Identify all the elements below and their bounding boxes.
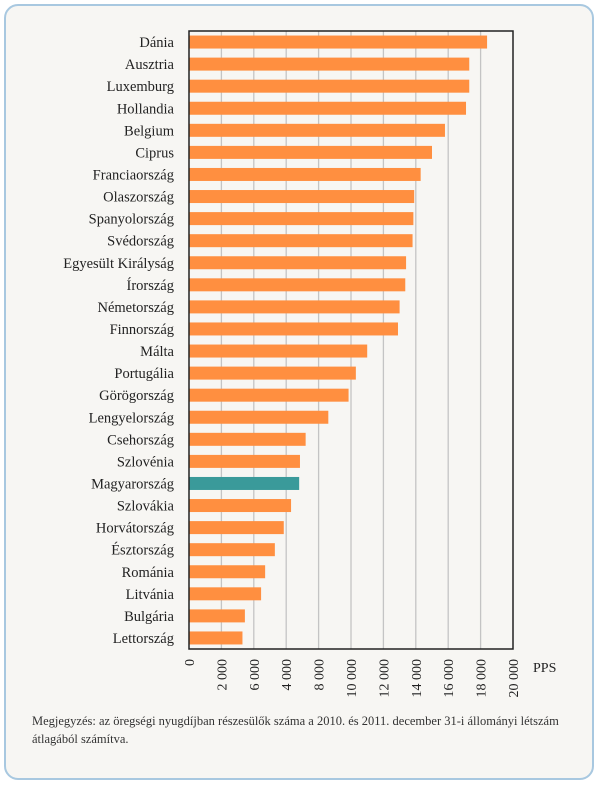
- bar-9: [189, 234, 413, 248]
- footnote: Megjegyzés: az öregségi nyugdíjban része…: [32, 714, 559, 746]
- category-label: Lettország: [113, 631, 174, 647]
- category-label: Finnország: [110, 322, 174, 338]
- category-label: Litvánia: [126, 587, 175, 603]
- bar-1: [189, 57, 470, 71]
- category-label: Ausztria: [125, 57, 175, 73]
- category-label: Olaszország: [103, 190, 174, 206]
- x-tick-label: 12 000: [377, 659, 392, 698]
- x-tick-label: 8 000: [313, 659, 328, 691]
- bar-2: [189, 79, 470, 93]
- bar-11: [189, 278, 406, 292]
- bar-3: [189, 101, 467, 115]
- bar-8: [189, 212, 414, 226]
- x-tick-label: 2 000: [215, 659, 230, 691]
- category-label: Svédország: [107, 234, 174, 250]
- category-label: Észtország: [111, 542, 174, 559]
- x-tick-label: 10 000: [345, 659, 360, 698]
- category-label: Portugália: [114, 366, 174, 382]
- category-label: Franciaország: [93, 167, 174, 183]
- bar-27: [189, 631, 243, 645]
- category-label: Dánia: [139, 35, 174, 51]
- category-label: Málta: [140, 344, 174, 360]
- bar-17: [189, 410, 329, 424]
- bar-0: [189, 35, 488, 49]
- category-label: Horvátország: [96, 521, 174, 537]
- category-label: Csehország: [107, 432, 174, 448]
- plot-border: [188, 30, 514, 650]
- x-tick-label: 18 000: [475, 659, 490, 698]
- bar-10: [189, 256, 407, 270]
- category-label: Spanyolország: [89, 212, 174, 228]
- category-label: Magyarország: [91, 476, 174, 492]
- category-label: Szlovénia: [117, 454, 175, 470]
- x-tick-label: 6 000: [248, 659, 263, 691]
- bar-23: [189, 543, 275, 557]
- x-tick-label: 20 000: [507, 659, 522, 698]
- category-label: Németország: [98, 300, 175, 316]
- category-label: Lengyelország: [89, 410, 174, 426]
- category-label: Egyesült Királyság: [63, 256, 174, 272]
- category-label: Szlovákia: [117, 499, 175, 515]
- x-tick-label: 16 000: [442, 659, 457, 698]
- bar-21: [189, 499, 292, 513]
- x-axis-label: PPS: [533, 661, 556, 676]
- category-label: Bulgária: [124, 609, 174, 625]
- x-tick-label: 0: [183, 659, 198, 666]
- category-label: Románia: [122, 565, 175, 581]
- bar-18: [189, 432, 306, 446]
- bar-14: [189, 344, 368, 358]
- category-label: Belgium: [124, 123, 175, 139]
- bar-22: [189, 521, 284, 535]
- x-tick-label: 4 000: [280, 659, 295, 691]
- bar-16: [189, 388, 349, 402]
- category-label: Írország: [126, 277, 174, 294]
- bar-26: [189, 609, 245, 623]
- category-label: Hollandia: [117, 101, 175, 117]
- bar-15: [189, 366, 356, 380]
- category-label: Ciprus: [135, 145, 174, 161]
- bar-20: [189, 476, 300, 490]
- bar-12: [189, 300, 400, 314]
- category-label: Luxemburg: [107, 79, 174, 95]
- bar-13: [189, 322, 398, 336]
- x-tick-label: 14 000: [410, 659, 425, 698]
- category-label: Görögország: [99, 388, 174, 404]
- bar-6: [189, 167, 421, 181]
- bar-25: [189, 587, 262, 601]
- bar-24: [189, 565, 266, 579]
- bar-7: [189, 190, 415, 204]
- bar-19: [189, 454, 300, 468]
- bar-5: [189, 145, 432, 159]
- bar-4: [189, 123, 445, 137]
